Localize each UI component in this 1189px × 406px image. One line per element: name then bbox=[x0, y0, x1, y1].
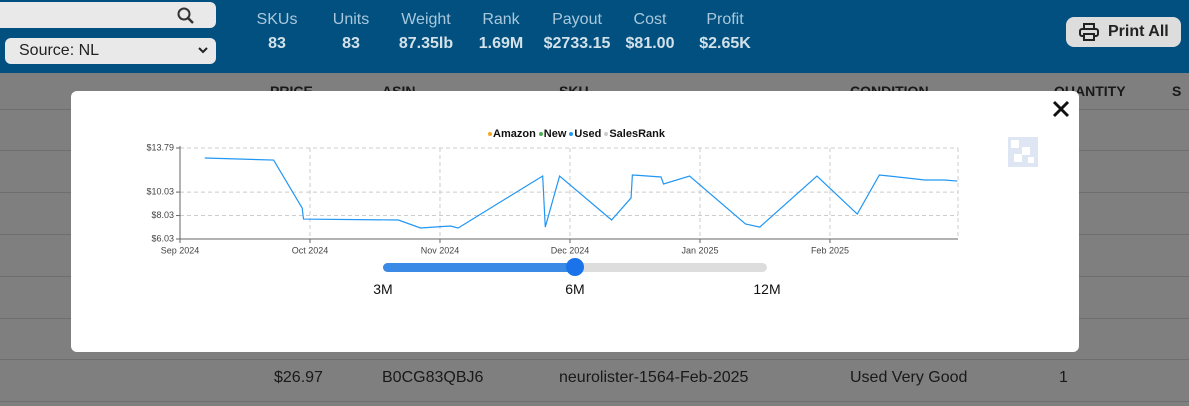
slider-fill bbox=[383, 263, 575, 272]
source-label: Source: NL bbox=[19, 42, 100, 59]
x-tick-label: Oct 2024 bbox=[292, 245, 329, 255]
printer-icon bbox=[1079, 23, 1099, 41]
legend-marker bbox=[604, 131, 609, 136]
x-tick-label: Sep 2024 bbox=[161, 245, 200, 255]
search-box[interactable] bbox=[0, 2, 216, 28]
stat-value: 83 bbox=[342, 35, 360, 52]
stat: Weight 87.35lb bbox=[381, 0, 471, 53]
print-all-button[interactable]: Print All bbox=[1066, 17, 1181, 47]
line-series bbox=[204, 157, 958, 229]
source-select[interactable]: Source: NL bbox=[5, 38, 216, 64]
slider-thumb[interactable] bbox=[566, 258, 584, 276]
y-tick-label: $13.79 bbox=[146, 142, 174, 152]
stat: Payout $2733.15 bbox=[532, 0, 622, 53]
search-icon[interactable] bbox=[177, 7, 195, 25]
legend-label: SalesRank bbox=[609, 128, 665, 140]
stat-label: Rank bbox=[482, 11, 520, 28]
y-tick-label: $6.03 bbox=[151, 233, 174, 243]
stat-value: $2.65K bbox=[699, 35, 751, 52]
stat-value: 83 bbox=[268, 35, 286, 52]
stat-label: SKUs bbox=[256, 11, 298, 28]
stat-value: $81.00 bbox=[625, 35, 675, 52]
stat-label: Profit bbox=[706, 11, 744, 28]
legend-marker bbox=[538, 131, 543, 136]
x-tick-label: Jan 2025 bbox=[681, 245, 718, 255]
legend-marker bbox=[488, 131, 493, 136]
stat: Cost $81.00 bbox=[605, 0, 695, 53]
x-tick-label: Nov 2024 bbox=[421, 245, 460, 255]
y-tick-label: $10.03 bbox=[146, 186, 174, 196]
stat-label: Cost bbox=[633, 11, 667, 28]
chart: $6.03 $8.03 $10.03 $13.79 Sep 2024 Oct 2024 No… bbox=[146, 142, 959, 255]
legend-marker bbox=[569, 131, 574, 136]
stat: Profit $2.65K bbox=[680, 0, 770, 53]
broken-image bbox=[1008, 137, 1038, 167]
y-tick-label: $8.03 bbox=[151, 210, 174, 220]
legend: Amazon New Used SalesRank bbox=[71, 128, 1079, 140]
x-tick-label: Dec 2024 bbox=[551, 245, 590, 255]
slider-label[interactable]: 12M bbox=[753, 281, 781, 297]
legend-label: Used bbox=[574, 128, 602, 140]
x-tick-label: Feb 2025 bbox=[811, 245, 849, 255]
legend-label: New bbox=[543, 128, 567, 140]
print-label: Print All bbox=[1108, 23, 1169, 40]
slider-label[interactable]: 3M bbox=[373, 281, 393, 297]
stat-label: Units bbox=[332, 11, 370, 28]
legend-label: Amazon bbox=[493, 128, 536, 140]
stat-value: $2733.15 bbox=[543, 35, 611, 52]
stat-value: 1.69M bbox=[478, 35, 524, 52]
top-bar: Source: NL Print All SKUs 83 Units 83 Weight… bbox=[0, 0, 1189, 73]
close-button[interactable] bbox=[1051, 99, 1071, 119]
stat-label: Weight bbox=[401, 11, 451, 28]
chart-modal: Amazon New Used SalesRank $6.03 $8.03 $10.03 $… bbox=[71, 91, 1079, 352]
stat-value: 87.35lb bbox=[398, 35, 454, 52]
slider-label[interactable]: 6M bbox=[565, 281, 585, 297]
stat: SKUs 83 bbox=[232, 0, 322, 53]
chevron bbox=[198, 47, 208, 54]
stat: Rank 1.69M bbox=[456, 0, 546, 53]
stat: Units 83 bbox=[306, 0, 396, 53]
stat-label: Payout bbox=[552, 11, 602, 28]
